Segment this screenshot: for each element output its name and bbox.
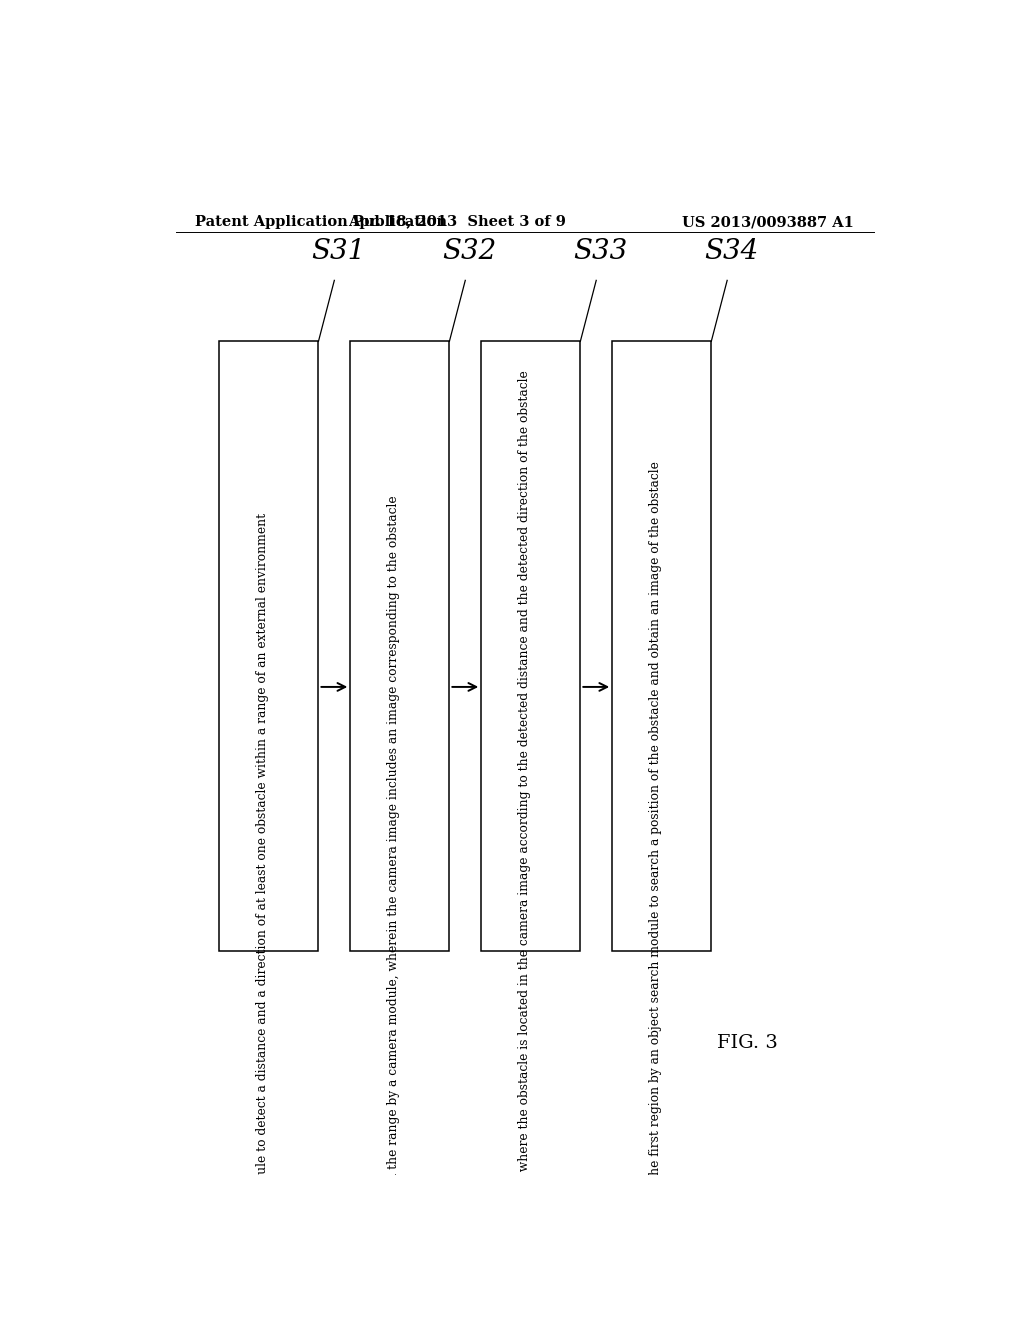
Text: S34: S34 bbox=[705, 238, 758, 265]
Text: S31: S31 bbox=[311, 238, 366, 265]
Text: Capturing a camera image within the range by a camera module, wherein the camera: Capturing a camera image within the rang… bbox=[387, 495, 399, 1320]
Bar bbox=[350, 342, 450, 952]
Text: S32: S32 bbox=[442, 238, 497, 265]
Text: Apr. 18, 2013  Sheet 3 of 9: Apr. 18, 2013 Sheet 3 of 9 bbox=[348, 215, 566, 230]
Text: Executing a first image processing to the first region by an object search modul: Executing a first image processing to th… bbox=[648, 461, 662, 1320]
Text: S33: S33 bbox=[573, 238, 628, 265]
Text: FIG. 3: FIG. 3 bbox=[717, 1034, 777, 1052]
Bar bbox=[219, 342, 318, 952]
Text: US 2013/0093887 A1: US 2013/0093887 A1 bbox=[682, 215, 854, 230]
Bar bbox=[481, 342, 581, 952]
Text: Patent Application Publication: Patent Application Publication bbox=[196, 215, 447, 230]
Text: Using a calculation module to calculate a first region where the obstacle is loc: Using a calculation module to calculate … bbox=[518, 371, 530, 1320]
Bar bbox=[612, 342, 712, 952]
Text: Using an object detection module to detect a distance and a direction of at leas: Using an object detection module to dete… bbox=[256, 513, 269, 1320]
